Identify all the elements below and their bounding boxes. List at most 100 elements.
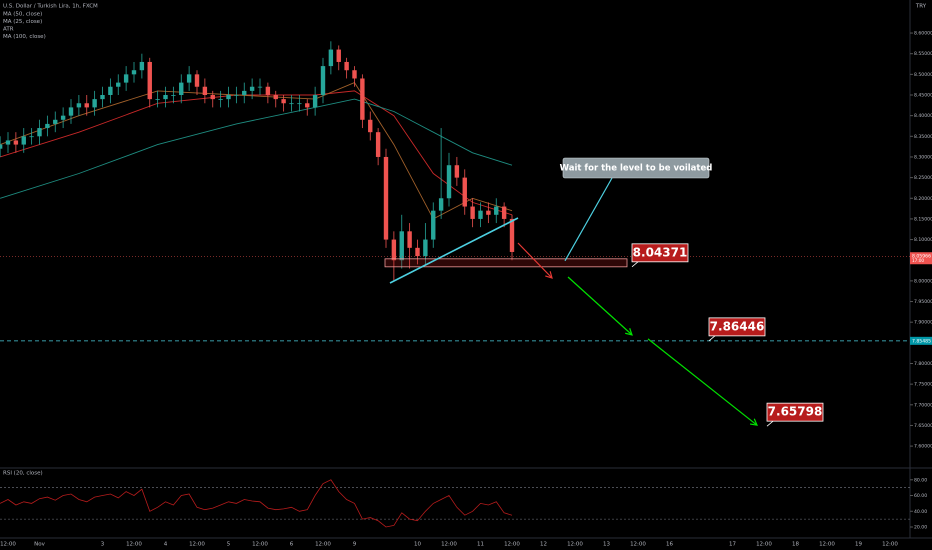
candle-body <box>320 66 326 96</box>
y-tick-label: 7.80000 <box>914 361 932 367</box>
candle-body <box>289 103 294 105</box>
candle-body <box>76 103 82 108</box>
x-tick-label: 12:00 <box>567 542 583 548</box>
candle-body <box>478 210 483 219</box>
x-tick-label: 12:00 <box>189 542 205 548</box>
candle-body <box>391 239 397 261</box>
x-tick-label: 9 <box>353 542 357 548</box>
candle-body <box>328 49 334 67</box>
level-tag <box>631 243 689 263</box>
last-price-label: 8.05966 <box>912 254 931 260</box>
level-tag <box>766 402 824 422</box>
x-tick-label: 6 <box>290 542 294 548</box>
candle-body <box>438 198 444 211</box>
x-tick-label: 11 <box>477 542 484 548</box>
candle-body <box>53 119 58 124</box>
y-tick-label: 8.15000 <box>914 216 932 222</box>
candle-body <box>155 99 160 100</box>
candle-body <box>344 61 349 71</box>
legend-entry: MA (100, close) <box>3 34 46 40</box>
green-arrow-head <box>625 328 633 336</box>
green-arrow-head <box>749 418 758 426</box>
x-tick-label: 4 <box>164 542 168 548</box>
y-tick-label: 7.75000 <box>914 382 932 388</box>
candle-body <box>305 103 310 108</box>
candle-body <box>68 107 74 116</box>
level-tag <box>708 317 766 337</box>
y-tick-label: 8.60000 <box>914 31 932 37</box>
x-tick-label: 13 <box>603 542 610 548</box>
x-tick-label: 12:00 <box>504 542 520 548</box>
legend-entry: ATR <box>3 27 14 33</box>
red-arrow <box>517 242 553 279</box>
candle-body <box>139 61 145 71</box>
marked-price-label: 7.85485 <box>912 338 931 344</box>
moving-average <box>0 98 513 199</box>
x-tick-label: 12:00 <box>630 542 646 548</box>
candle-body <box>84 103 89 108</box>
candle-body <box>446 165 452 199</box>
candle-body <box>45 123 50 129</box>
y-tick-label: 7.95000 <box>914 299 932 305</box>
countdown-label: 17:00 <box>912 258 924 263</box>
x-tick-label: 5 <box>227 542 231 548</box>
level-label: 8.04371 <box>633 245 688 259</box>
y-tick-label: 7.65000 <box>914 423 932 429</box>
x-tick-label: 12:00 <box>882 542 898 548</box>
level-tag-pointer <box>708 335 716 342</box>
candle-body <box>494 206 499 215</box>
rsi-line <box>0 479 513 528</box>
x-tick-label: 12:00 <box>315 542 331 548</box>
level-label: 7.86446 <box>710 319 765 333</box>
candle-body <box>202 86 208 96</box>
candle-body <box>509 218 515 252</box>
y-tick-label: 7.90000 <box>914 320 932 326</box>
x-tick-label: 19 <box>855 542 862 548</box>
chart-title: U.S. Dollar / Turkish Lira, 1h, FXCM <box>3 4 98 10</box>
y-tick-label: 8.50000 <box>914 72 932 78</box>
candle-body <box>60 115 66 120</box>
candle-body <box>415 247 420 257</box>
candle-body <box>179 82 184 96</box>
candle-body <box>501 206 507 219</box>
candle-body <box>171 95 176 96</box>
candle-body <box>37 128 42 137</box>
candle-body <box>249 86 255 91</box>
x-tick-label: 10 <box>414 542 421 548</box>
candle-body <box>454 165 460 178</box>
candle-body <box>470 206 475 219</box>
candle-body <box>92 99 97 108</box>
x-tick-label: Nov <box>34 542 45 548</box>
candle-body <box>297 103 302 105</box>
y-tick-label: 8.40000 <box>914 113 932 119</box>
moving-average <box>0 82 513 220</box>
rsi-y-tick-label: 60.00 <box>914 493 927 499</box>
candle-body <box>108 86 113 96</box>
candle-body <box>100 95 105 100</box>
candle-body <box>423 239 428 257</box>
callout-line <box>564 177 613 262</box>
candle-body <box>5 140 11 145</box>
rsi-y-tick-label: 20.00 <box>914 524 927 530</box>
candle-body <box>242 90 247 96</box>
x-tick-label: 12:00 <box>819 542 835 548</box>
candle-body <box>431 210 436 240</box>
x-tick-label: 12:00 <box>126 542 142 548</box>
level-label: 7.65798 <box>768 405 823 419</box>
last-price-tag <box>910 252 932 265</box>
candle-body <box>399 231 404 261</box>
trend-line <box>389 217 519 284</box>
candle-body <box>163 95 168 100</box>
candle-body <box>21 136 26 145</box>
candle-body <box>265 86 271 96</box>
x-tick-label: 12 <box>540 542 547 548</box>
candle-body <box>13 140 19 145</box>
candle-body <box>186 74 192 83</box>
y-tick-label: 8.55000 <box>914 51 932 57</box>
candle-body <box>368 119 373 133</box>
candle-body <box>360 78 365 120</box>
candle-body <box>234 95 239 96</box>
y-tick-label: 7.70000 <box>914 402 932 408</box>
x-tick-label: 12:00 <box>756 542 772 548</box>
